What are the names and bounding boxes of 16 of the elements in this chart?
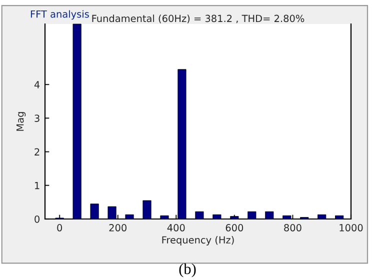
y-tick-label: 3	[34, 114, 40, 122]
y-tick-label: 2	[34, 148, 40, 156]
x-tick-label: 1000	[340, 224, 363, 232]
x-axis-title: Frequency (Hz)	[162, 236, 234, 246]
x-tick-label: 200	[109, 224, 126, 232]
x-tick-label: 400	[167, 224, 185, 232]
x-tick-label: 600	[226, 224, 244, 232]
y-tick-label: 1	[35, 182, 40, 190]
y-tick-label: 0	[34, 215, 40, 223]
x-tick-label: 800	[284, 224, 302, 232]
y-axis-title: Mag	[16, 112, 26, 131]
text: (b)	[179, 263, 196, 278]
text: FFT analysis	[30, 10, 89, 20]
y-tick-label: 4	[34, 81, 40, 88]
x-tick-label: 0	[57, 224, 62, 232]
chart-title: Fundamental (60Hz) = 381.2 , THD= 2.80%	[92, 14, 304, 24]
